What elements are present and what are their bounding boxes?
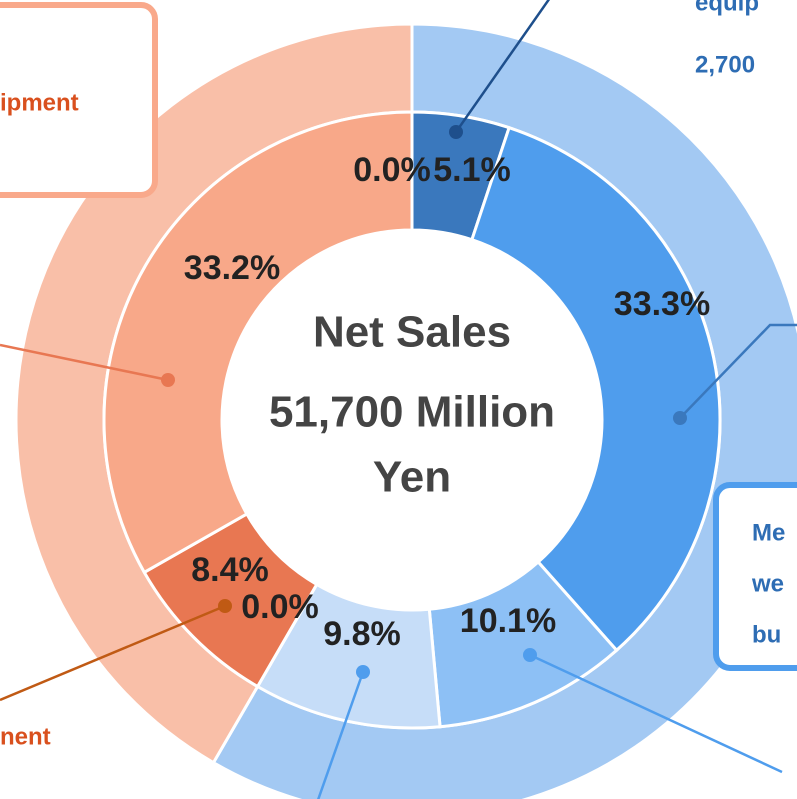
dot — [673, 411, 687, 425]
center-label: Net Sales — [313, 308, 511, 357]
dot — [161, 373, 175, 387]
leader-line — [454, 0, 551, 133]
labels: 5.1%33.3%10.1%9.8%0.0%8.4%33.2%0.0% — [184, 151, 710, 653]
callout-text: Me — [752, 519, 785, 546]
center-label: 51,700 Million — [269, 388, 555, 437]
value-label: 0.0% — [353, 151, 431, 189]
callout-text: equip — [695, 0, 759, 16]
callout-box — [0, 2, 158, 198]
dot — [356, 665, 370, 679]
value-label: 33.3% — [614, 285, 710, 323]
value-label: 33.2% — [184, 249, 280, 287]
callout-text: ipment — [0, 89, 79, 116]
center-label: Yen — [373, 453, 451, 502]
value-label: 9.8% — [323, 615, 401, 653]
leader-line — [529, 653, 783, 774]
leader-line — [0, 604, 226, 702]
hole — [222, 230, 602, 610]
callout-text: bu — [752, 621, 781, 648]
dot — [523, 648, 537, 662]
callout-text: we — [751, 570, 784, 597]
value-label: 5.1% — [433, 151, 511, 189]
value-label: 8.4% — [191, 551, 269, 589]
leader-line — [317, 671, 365, 799]
value-label: 0.0% — [241, 588, 319, 626]
callout-text: 2,700 — [695, 51, 755, 78]
dots — [161, 125, 687, 679]
dot — [218, 599, 232, 613]
value-label: 10.1% — [460, 602, 556, 640]
rings — [14, 22, 797, 799]
leader-line — [0, 343, 169, 382]
dot — [449, 125, 463, 139]
callout-text: nent — [0, 723, 51, 750]
callout-box — [713, 482, 797, 671]
leader-line — [679, 323, 797, 419]
